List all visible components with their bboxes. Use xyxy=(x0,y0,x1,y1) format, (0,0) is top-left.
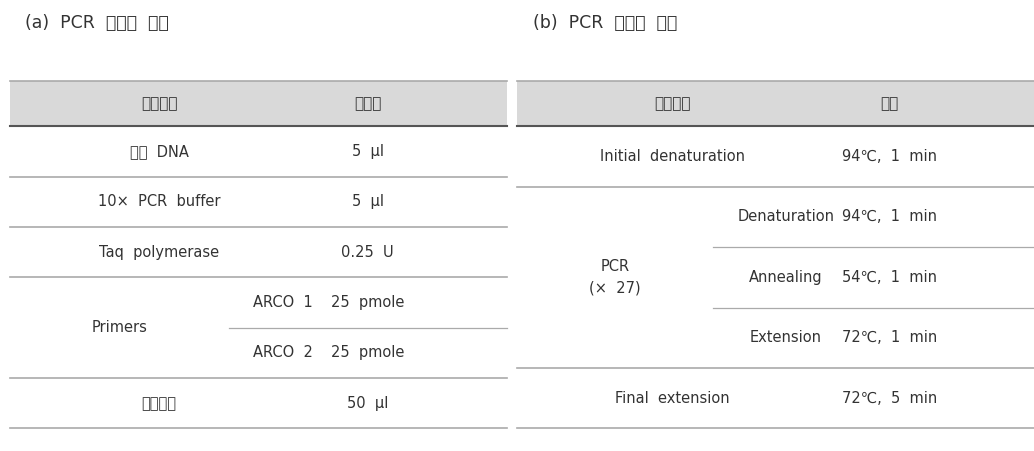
Text: 50  μl: 50 μl xyxy=(347,396,389,411)
Text: 조건: 조건 xyxy=(880,96,899,111)
Text: Final  extension: Final extension xyxy=(615,391,729,406)
Text: 54℃,  1  min: 54℃, 1 min xyxy=(842,270,937,285)
Text: 72℃,  1  min: 72℃, 1 min xyxy=(842,330,937,345)
Text: ARCO  1: ARCO 1 xyxy=(253,295,313,310)
Text: 10×  PCR  buffer: 10× PCR buffer xyxy=(98,194,220,209)
Bar xyxy=(10,81,507,126)
Text: 94℃,  1  min: 94℃, 1 min xyxy=(842,149,937,164)
Text: 0.25  U: 0.25 U xyxy=(341,245,394,260)
Text: (a)  PCR  반응액  조성: (a) PCR 반응액 조성 xyxy=(25,14,169,32)
Text: PCR
(×  27): PCR (× 27) xyxy=(589,259,641,295)
Text: 72℃,  5  min: 72℃, 5 min xyxy=(842,391,937,406)
Text: 5  μl: 5 μl xyxy=(352,144,384,159)
Text: ARCO  2: ARCO 2 xyxy=(253,345,313,360)
Text: 반응단계: 반응단계 xyxy=(653,96,691,111)
Text: Denaturation: Denaturation xyxy=(737,209,834,225)
Text: 반응물질: 반응물질 xyxy=(141,96,178,111)
Text: Annealing: Annealing xyxy=(749,270,823,285)
Text: 25  pmole: 25 pmole xyxy=(331,345,404,360)
Text: Taq  polymerase: Taq polymerase xyxy=(99,245,219,260)
Text: 최종부피: 최종부피 xyxy=(142,396,177,411)
Text: Extension: Extension xyxy=(750,330,822,345)
Text: Primers: Primers xyxy=(92,320,148,335)
Text: 25  pmole: 25 pmole xyxy=(331,295,404,310)
Text: 5  μl: 5 μl xyxy=(352,194,384,209)
Text: 쳊가량: 쳊가량 xyxy=(354,96,382,111)
Text: 주형  DNA: 주형 DNA xyxy=(130,144,188,159)
Text: Initial  denaturation: Initial denaturation xyxy=(600,149,744,164)
Bar xyxy=(517,81,1034,126)
Text: (b)  PCR  반응액  조건: (b) PCR 반응액 조건 xyxy=(533,14,677,32)
Text: 94℃,  1  min: 94℃, 1 min xyxy=(842,209,937,225)
